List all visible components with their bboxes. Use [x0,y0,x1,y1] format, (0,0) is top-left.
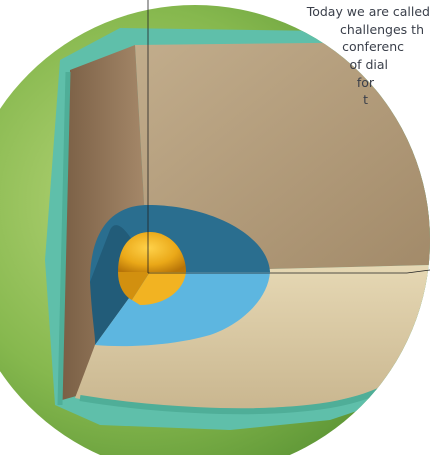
planet-cutaway-illustration [0,0,430,455]
